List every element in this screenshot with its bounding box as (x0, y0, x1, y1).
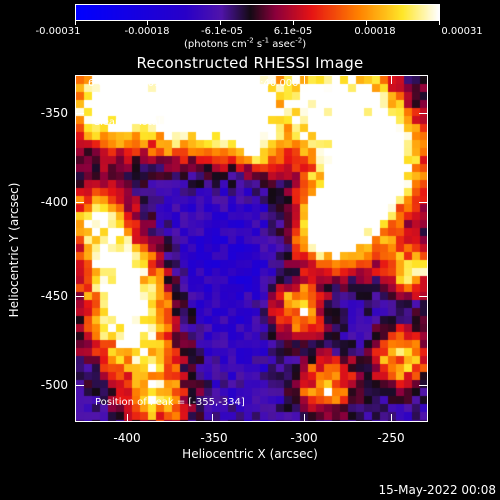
colorbar-tick-label: -0.00018 (124, 26, 170, 37)
x-axis-label: Heliocentric X (arcsec) (182, 447, 318, 461)
y-major-tick (419, 385, 427, 386)
x-tick-label: -400 (113, 431, 141, 445)
plot-title: Reconstructed RHESSI Image (136, 54, 364, 72)
colorbar-tick-label: 6.1e-05 (273, 26, 313, 37)
x-tick-label: -350 (200, 431, 228, 445)
colorbar-units: (photons cm-2 s-1 asec-2) (184, 36, 307, 50)
colorbar-tick (293, 21, 294, 25)
y-major-tick (76, 202, 84, 203)
info-energy-range: Energy Range: 25.0-50.0 keV (93, 104, 240, 115)
colorbar-tick-label: -0.00031 (35, 26, 81, 37)
colorbar-tick (439, 21, 440, 25)
heatmap-image (76, 76, 427, 421)
x-major-tick (127, 76, 128, 84)
y-major-tick (76, 296, 84, 297)
colorbar-tick-label: 0.00031 (441, 26, 483, 37)
x-major-tick (212, 414, 213, 422)
y-major-tick (419, 296, 427, 297)
generation-timestamp: 15-May-2022 00:08 (378, 483, 496, 497)
x-major-tick (391, 76, 392, 84)
y-axis-label: Heliocentric Y (arcsec) (7, 182, 21, 318)
y-tick-label: -450 (40, 289, 68, 303)
y-major-tick (419, 202, 427, 203)
x-major-tick (304, 76, 305, 84)
y-major-tick (76, 385, 84, 386)
x-major-tick (127, 414, 128, 422)
colorbar-tick (75, 21, 76, 25)
y-tick-label: -350 (40, 106, 68, 120)
x-tick-label: -250 (377, 431, 405, 445)
info-time-range: 6-Oct-2012 09:39:40.000 to 09:40:40.000 (88, 78, 299, 89)
image-plot (75, 75, 428, 422)
y-major-tick (76, 113, 84, 114)
colorbar-tick-label: -6.1e-05 (201, 26, 243, 37)
info-detectors: Detectors: 3F 5F 6F 7F 8F, Att 0 (93, 91, 253, 102)
y-major-tick (419, 113, 427, 114)
x-tick-label: -300 (290, 431, 318, 445)
info-clean-counts: Clean Total counts: 6.82E+03 (93, 117, 254, 128)
colorbar-tick (220, 21, 221, 25)
y-tick-label: -400 (40, 195, 68, 209)
colorbar (75, 4, 440, 21)
x-major-tick (304, 414, 305, 422)
colorbar-tick (366, 21, 367, 25)
colorbar-tick-label: 0.00018 (354, 26, 396, 37)
y-tick-label: -500 (40, 378, 68, 392)
x-major-tick (391, 414, 392, 422)
x-major-tick (212, 76, 213, 84)
peak-position-text: Position of Peak = [-355,-334] (95, 397, 245, 408)
colorbar-tick (147, 21, 148, 25)
